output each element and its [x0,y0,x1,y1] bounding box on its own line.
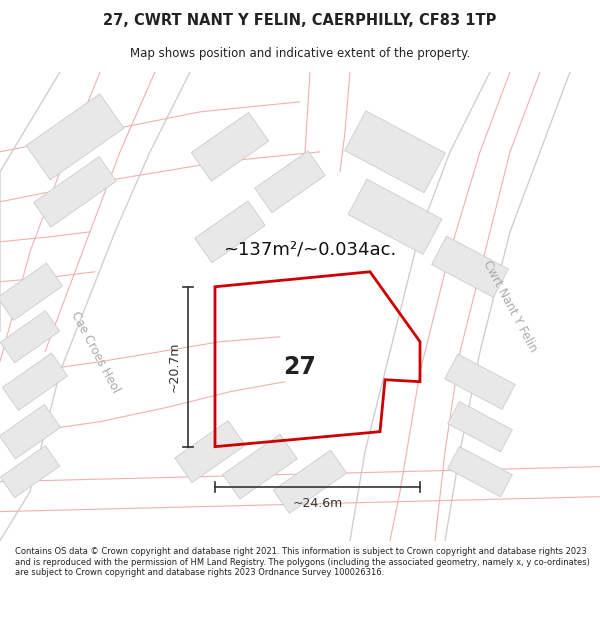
Text: 27, CWRT NANT Y FELIN, CAERPHILLY, CF83 1TP: 27, CWRT NANT Y FELIN, CAERPHILLY, CF83 … [103,12,497,28]
Polygon shape [0,404,61,459]
Polygon shape [348,179,442,254]
Polygon shape [34,157,116,227]
Polygon shape [445,354,515,409]
Polygon shape [26,94,124,180]
Polygon shape [223,434,297,499]
Polygon shape [273,450,347,513]
Polygon shape [175,421,245,482]
Text: ~20.7m: ~20.7m [167,341,181,392]
Text: Cwrt Nant Y Felin: Cwrt Nant Y Felin [481,259,539,355]
Polygon shape [0,263,62,321]
Polygon shape [448,446,512,497]
Polygon shape [431,236,508,298]
Text: ~137m²/~0.034ac.: ~137m²/~0.034ac. [223,241,397,259]
Polygon shape [255,151,325,213]
Polygon shape [1,311,59,362]
Polygon shape [345,111,445,192]
Polygon shape [191,112,269,181]
Text: Contains OS data © Crown copyright and database right 2021. This information is : Contains OS data © Crown copyright and d… [15,548,590,577]
Text: 27: 27 [284,355,316,379]
Text: ~24.6m: ~24.6m [292,497,343,510]
Polygon shape [448,402,512,452]
Polygon shape [195,201,265,262]
Polygon shape [2,353,68,411]
Text: Map shows position and indicative extent of the property.: Map shows position and indicative extent… [130,48,470,61]
Text: Cae Croes Heol: Cae Croes Heol [68,309,122,394]
Polygon shape [1,446,59,498]
